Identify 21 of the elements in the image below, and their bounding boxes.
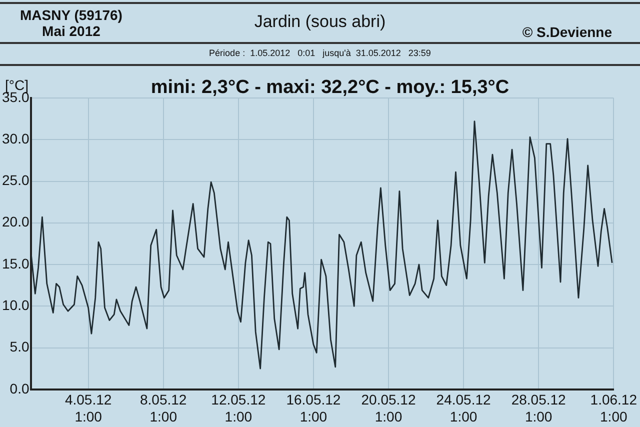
chart-title: Jardin (sous abri) (254, 12, 386, 31)
y-tick-label: 5.0 (10, 338, 30, 355)
x-tick-label: 24.05.12 1:00 (436, 392, 492, 424)
y-tick-label: 25.0 (2, 172, 30, 188)
x-tick-label: 20.05.12 1:00 (361, 392, 416, 424)
x-tick-label: 12.05.12 1:00 (211, 392, 266, 424)
y-tick-label: 0.0 (10, 380, 30, 396)
x-tick-label: 1.06.12 1:00 (590, 392, 638, 424)
y-tick-label: 15.0 (2, 255, 30, 272)
y-tick-label: 20.0 (2, 214, 30, 230)
text: MASNY (59176) (20, 7, 122, 23)
y-tick-label: 30.0 (2, 130, 30, 146)
x-tick-label: 16.05.12 1:00 (286, 392, 341, 424)
text: © S.Devienne (522, 24, 612, 40)
y-tick-label: 10.0 (2, 297, 30, 313)
x-tick-label: 8.05.12 1:00 (140, 392, 187, 424)
annotation: mini: 2,3°C - maxi: 32,2°C - moy.: 15,3°C (150, 77, 510, 98)
x-tick-label: 28.05.12 1:00 (511, 392, 566, 424)
x-tick-label: 4.05.12 1:00 (64, 392, 112, 424)
text: Mai 2012 (41, 23, 102, 39)
chart-subtitle: Période : 1.05.2012 0:01 jusqu'à 31.05.2012 23:59 (0, 48, 640, 66)
